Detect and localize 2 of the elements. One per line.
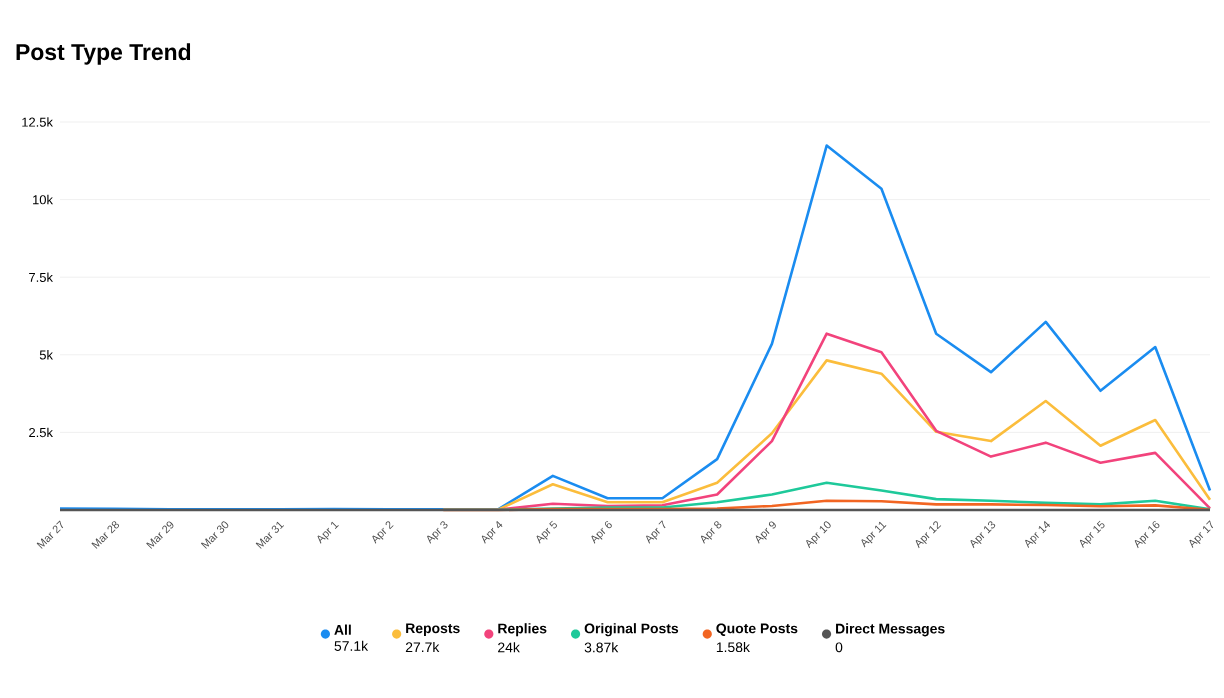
line-series bbox=[442, 481, 1212, 511]
chart-title: Post Type Trend bbox=[16, 43, 191, 65]
